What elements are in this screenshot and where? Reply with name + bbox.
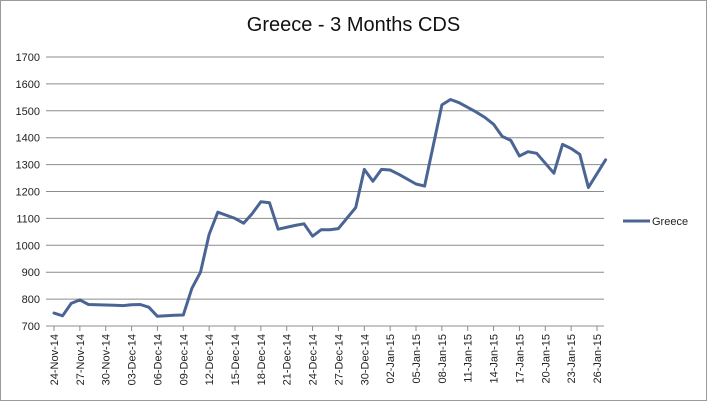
x-tick-label: 03-Dec-14	[127, 334, 139, 385]
x-tick-label: 17-Jan-15	[514, 334, 526, 384]
series-line-greece	[52, 98, 608, 318]
y-tick-label: 1100	[16, 213, 40, 225]
y-tick-label: 800	[22, 294, 40, 306]
x-tick-label: 15-Dec-14	[230, 334, 242, 385]
x-tick-label: 24-Dec-14	[308, 334, 320, 385]
series-layer	[52, 98, 608, 318]
x-tick-label: 02-Jan-15	[385, 334, 397, 384]
x-tick-label: 30-Dec-14	[359, 334, 371, 385]
x-tick-label: 27-Dec-14	[333, 334, 345, 385]
y-tick-label: 1000	[16, 240, 40, 252]
x-tick-label: 27-Nov-14	[75, 334, 87, 385]
x-tick-label: 06-Dec-14	[152, 334, 164, 385]
x-tick-label: 11-Jan-15	[463, 334, 475, 383]
y-axis-ticks: 700 800 900 1000 1100 1200 1300 1400 1500 1600 170…	[16, 52, 40, 333]
x-tick-label: 30-Nov-14	[101, 334, 113, 385]
y-tick-label: 1400	[16, 133, 40, 145]
x-axis-ticks: 24-Nov-14 27-Nov-14 30-Nov-14 03-Dec-14 06-D…	[49, 326, 604, 385]
y-tick-label: 1700	[16, 52, 40, 64]
legend-label: Greece	[652, 216, 688, 228]
y-tick-label: 1500	[16, 106, 40, 118]
x-tick-label: 24-Nov-14	[49, 334, 61, 385]
y-tick-label: 1200	[16, 187, 40, 199]
x-tick-label: 23-Jan-15	[566, 334, 578, 384]
x-tick-label: 08-Jan-15	[437, 334, 449, 384]
x-tick-label: 09-Dec-14	[178, 334, 190, 385]
legend: Greece	[623, 216, 688, 228]
y-tick-label: 1600	[16, 79, 40, 91]
x-tick-label: 21-Dec-14	[282, 334, 294, 385]
chart-title: Greece - 3 Months CDS	[246, 14, 461, 36]
x-tick-label: 20-Jan-15	[540, 334, 552, 384]
x-tick-label: 14-Jan-15	[489, 334, 501, 384]
x-tick-label: 05-Jan-15	[411, 334, 423, 384]
gridlines	[46, 56, 604, 300]
y-tick-label: 700	[22, 321, 40, 333]
y-tick-label: 900	[22, 267, 40, 279]
y-tick-label: 1300	[16, 160, 40, 172]
x-tick-label: 26-Jan-15	[592, 334, 604, 384]
x-tick-label: 12-Dec-14	[204, 334, 216, 385]
x-tick-label: 18-Dec-14	[256, 334, 268, 385]
